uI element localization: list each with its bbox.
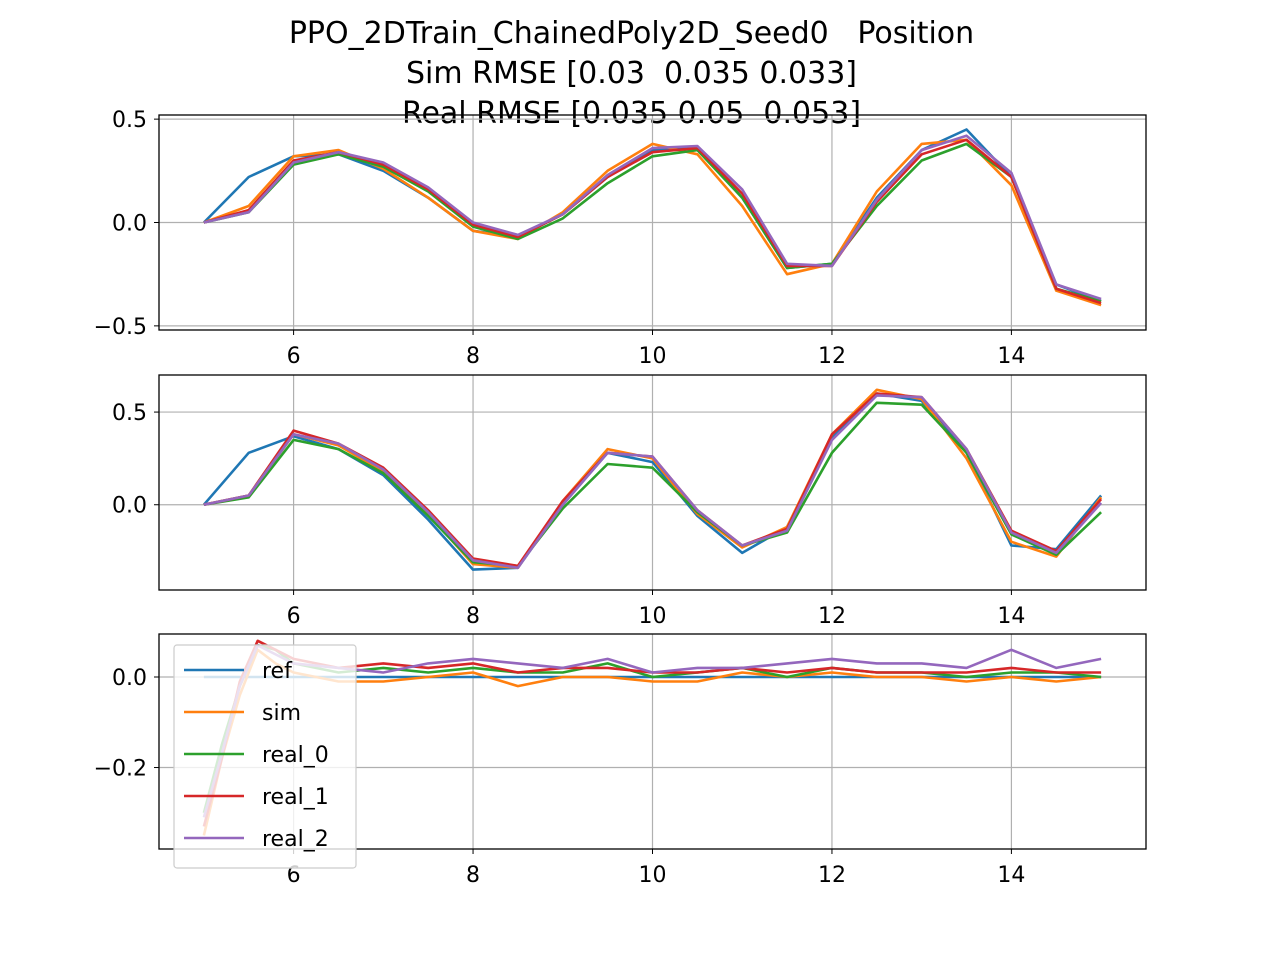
x-tick-label: 10 bbox=[639, 863, 667, 888]
x-tick-label: 12 bbox=[818, 344, 846, 369]
legend-box bbox=[173, 644, 357, 869]
legend-label-real-2: real_2 bbox=[262, 827, 329, 852]
legend-label-real-1: real_1 bbox=[262, 785, 329, 810]
x-tick-label: 12 bbox=[818, 863, 846, 888]
series-line-real-0 bbox=[203, 401, 1102, 568]
y-tick-label: 0.0 bbox=[112, 666, 147, 691]
x-tick-label: 8 bbox=[466, 604, 480, 629]
y-tick-label: 0.0 bbox=[112, 494, 147, 519]
x-tick-label: 8 bbox=[466, 863, 480, 888]
y-tick-label: −0.2 bbox=[94, 757, 147, 782]
y-tick-label: 0.0 bbox=[112, 212, 147, 237]
y-tick-label: 0.5 bbox=[112, 401, 147, 426]
axes-frame bbox=[158, 374, 1147, 591]
series-line-ref bbox=[202, 128, 1102, 303]
y-tick-label: 0.5 bbox=[112, 108, 147, 133]
series-line-real-2 bbox=[203, 394, 1103, 570]
axes-frame bbox=[158, 633, 1147, 850]
legend: ref sim real_0 real_1 real_2 bbox=[173, 644, 357, 869]
x-tick-label: 12 bbox=[818, 604, 846, 629]
series-line-real-2 bbox=[203, 134, 1102, 301]
x-tick-label: 8 bbox=[466, 344, 480, 369]
title-line-2: Sim RMSE [0.03 0.035 0.033] bbox=[406, 56, 857, 91]
title-line-3: Real RMSE [0.035 0.05 0.053] bbox=[401, 96, 862, 131]
x-tick-label: 14 bbox=[997, 344, 1025, 369]
y-tick-label: −0.5 bbox=[94, 315, 147, 340]
legend-label-sim: sim bbox=[262, 701, 301, 726]
title-line-1: PPO_2DTrain_ChainedPoly2D_Seed0 Position bbox=[288, 16, 975, 51]
legend-label-real-0: real_0 bbox=[262, 743, 329, 768]
series-line-real-0 bbox=[203, 142, 1102, 303]
x-tick-label: 6 bbox=[287, 344, 301, 369]
subplot-middle: 6 8 10 12 14 0.0 0.5 bbox=[112, 374, 1147, 629]
figure-title: PPO_2DTrain_ChainedPoly2D_Seed0 Position… bbox=[0, 14, 1263, 134]
legend-label-ref: ref bbox=[262, 659, 293, 684]
x-tick-label: 6 bbox=[287, 604, 301, 629]
x-tick-label: 14 bbox=[997, 863, 1025, 888]
axes-frame bbox=[158, 114, 1147, 331]
subplot-top: 6 8 10 12 14 −0.5 0.0 0.5 bbox=[94, 108, 1147, 369]
x-tick-label: 14 bbox=[997, 604, 1025, 629]
x-tick-label: 10 bbox=[639, 344, 667, 369]
x-tick-label: 10 bbox=[639, 604, 667, 629]
x-tick-label: 6 bbox=[287, 863, 301, 888]
